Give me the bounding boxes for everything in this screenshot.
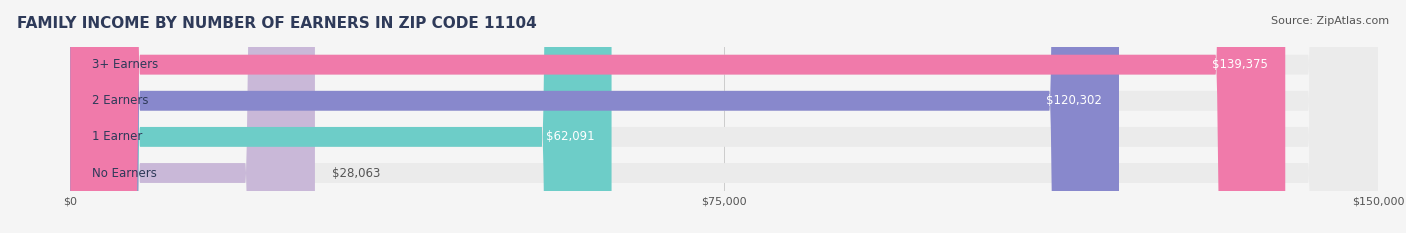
- Text: $62,091: $62,091: [546, 130, 595, 143]
- Text: Source: ZipAtlas.com: Source: ZipAtlas.com: [1271, 16, 1389, 26]
- Text: 1 Earner: 1 Earner: [91, 130, 142, 143]
- Text: FAMILY INCOME BY NUMBER OF EARNERS IN ZIP CODE 11104: FAMILY INCOME BY NUMBER OF EARNERS IN ZI…: [17, 16, 537, 31]
- FancyBboxPatch shape: [70, 0, 1378, 233]
- FancyBboxPatch shape: [70, 0, 1378, 233]
- FancyBboxPatch shape: [70, 0, 1119, 233]
- Text: $139,375: $139,375: [1212, 58, 1268, 71]
- Text: $120,302: $120,302: [1046, 94, 1101, 107]
- FancyBboxPatch shape: [70, 0, 612, 233]
- FancyBboxPatch shape: [70, 0, 1378, 233]
- FancyBboxPatch shape: [70, 0, 1285, 233]
- Text: No Earners: No Earners: [91, 167, 157, 179]
- FancyBboxPatch shape: [70, 0, 1378, 233]
- Text: $28,063: $28,063: [332, 167, 381, 179]
- FancyBboxPatch shape: [70, 0, 315, 233]
- Text: 2 Earners: 2 Earners: [91, 94, 149, 107]
- Text: 3+ Earners: 3+ Earners: [91, 58, 159, 71]
